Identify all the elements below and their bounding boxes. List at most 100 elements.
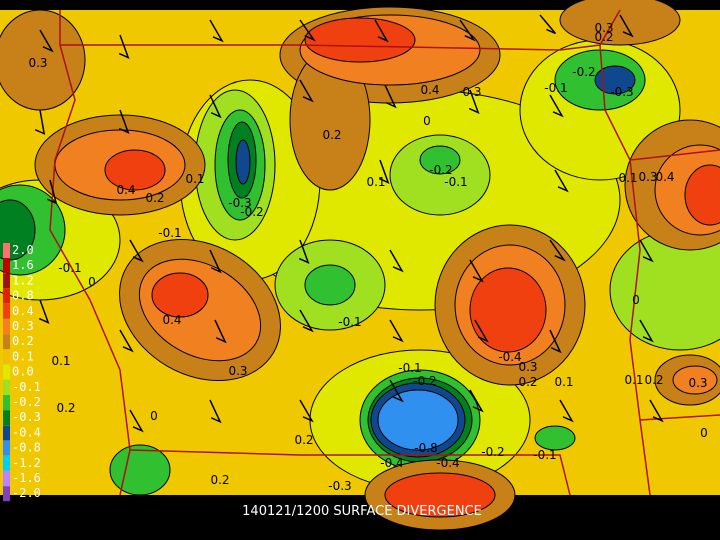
contour-label: 0.2 <box>56 401 75 415</box>
legend-label: 0.1 <box>12 349 34 363</box>
contour-region <box>109 444 171 496</box>
wind-barb <box>209 19 224 43</box>
contour-label: 0 <box>423 114 431 128</box>
legend-swatch <box>3 273 10 289</box>
contour-label: 0.4 <box>162 313 181 327</box>
legend-label: 0.4 <box>12 304 34 318</box>
legend-swatch <box>3 486 10 502</box>
wind-barb <box>389 249 404 273</box>
wind-barb <box>214 319 227 344</box>
legend-swatch <box>3 319 10 334</box>
border <box>129 449 571 496</box>
contour-label: 0.2 <box>644 373 663 387</box>
legend-swatch <box>3 334 10 350</box>
wind-barb <box>209 249 222 274</box>
wind-barb <box>384 84 397 109</box>
wind-barb <box>639 239 654 263</box>
wind-barb <box>38 299 50 324</box>
wind-barb <box>298 239 310 264</box>
wind-barb <box>469 389 484 413</box>
legend-swatch <box>3 288 10 304</box>
contour-label: -0.1 <box>338 315 361 329</box>
legend-swatch <box>3 303 10 319</box>
legend-swatch <box>3 395 10 410</box>
legend-label: -2.0 <box>12 486 41 500</box>
border <box>49 44 131 496</box>
contour-label: -0.3 <box>610 85 633 99</box>
contour-label: -0.4 <box>498 350 521 364</box>
legend-label: -0.3 <box>12 410 41 424</box>
contour-region <box>672 365 718 395</box>
legend-label: -1.2 <box>12 456 41 470</box>
legend-label: 2.0 <box>12 243 34 257</box>
wind-barb <box>469 259 484 283</box>
wind-barb <box>39 29 54 53</box>
contour-region <box>235 139 251 185</box>
contour-label: 0 <box>88 275 96 289</box>
contour-label: 0.2 <box>322 128 341 142</box>
contour-region <box>684 164 720 226</box>
contour-region <box>594 65 636 95</box>
legend-swatch <box>3 379 10 395</box>
contour-label: 0.3 <box>638 170 657 184</box>
contour-region <box>304 264 356 306</box>
wind-barb <box>549 94 564 118</box>
contour-label: 0.4 <box>420 83 439 97</box>
contour-label: 0 <box>700 426 708 440</box>
contour-region <box>377 389 459 451</box>
contour-label: 0.3 <box>28 56 47 70</box>
legend-swatch <box>3 410 10 426</box>
legend-swatch <box>3 440 10 456</box>
wind-barb <box>559 399 574 423</box>
contour-label: 0.3 <box>228 364 247 378</box>
legend-label: -1.6 <box>12 471 41 485</box>
contour-region <box>419 145 461 175</box>
contour-label: 0.1 <box>185 172 204 186</box>
contour-label: 0.1 <box>618 171 637 185</box>
contour-region <box>151 272 209 318</box>
wind-barbs <box>34 14 664 433</box>
wind-barb <box>118 34 130 59</box>
wind-barb <box>468 89 480 114</box>
legend-label: -0.1 <box>12 380 41 394</box>
wind-barb <box>129 409 144 433</box>
contour-region <box>304 17 416 63</box>
contour-label: -0.2 <box>481 445 504 459</box>
contour-label: 0 <box>632 293 640 307</box>
contour-label: 0.3 <box>462 85 481 99</box>
border <box>639 414 720 421</box>
legend-label: 1.6 <box>12 258 34 272</box>
map-title: 140121/1200 SURFACE DIVERGENCE <box>242 504 482 519</box>
legend-swatch <box>3 258 10 274</box>
wind-barb <box>299 19 316 42</box>
contour-label: -0.1 <box>544 81 567 95</box>
contour-label: -0.4 <box>380 456 403 470</box>
contour-label: 0.1 <box>624 373 643 387</box>
legend-swatch <box>3 471 10 486</box>
contour-label: 0.1 <box>51 354 70 368</box>
wind-barb <box>119 329 134 353</box>
legend-label: 0.8 <box>12 289 34 303</box>
legend-swatch <box>3 364 10 380</box>
wind-barb <box>549 329 562 354</box>
wind-barb <box>378 159 390 184</box>
contour-label: 0 <box>150 409 158 423</box>
wind-barb <box>374 19 389 43</box>
legend-label: 0.3 <box>12 319 34 333</box>
wind-barb <box>209 399 222 424</box>
state-borders <box>49 9 720 496</box>
contour-label: 0.2 <box>294 433 313 447</box>
legend-swatch <box>3 243 10 258</box>
legend-swatch <box>3 349 10 365</box>
wind-barb <box>474 319 489 343</box>
wind-barb <box>619 14 634 38</box>
contour-label: -0.2 <box>572 65 595 79</box>
contour-labels: 0.30.4 0.30.200.30.2-0.2-0.1 -0.30.40.20.1… <box>28 21 707 493</box>
legend-swatch <box>3 425 10 441</box>
wind-barb <box>554 169 569 193</box>
border <box>629 149 720 161</box>
wind-barb <box>639 319 654 343</box>
contour-label: 0.3 <box>594 21 613 35</box>
